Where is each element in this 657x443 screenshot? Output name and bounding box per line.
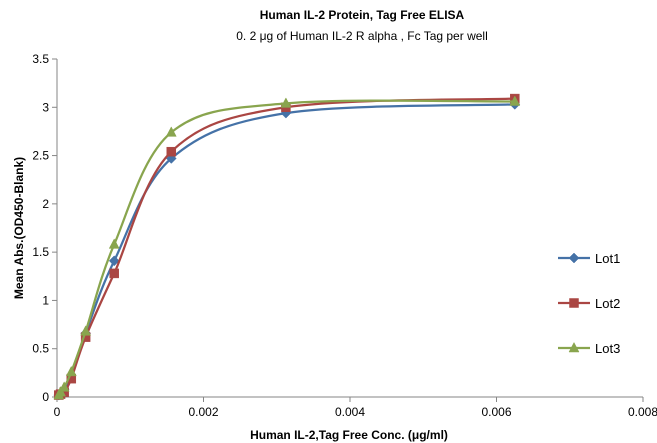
x-tick-label: 0.006 (481, 405, 511, 419)
data-point-lot3 (65, 365, 77, 377)
series-line-lot2 (58, 97, 515, 397)
y-tick-label: 2 (42, 197, 49, 211)
data-point-lot2 (166, 146, 177, 157)
y-tick-label: 0 (42, 390, 49, 404)
data-point-lot3 (509, 95, 521, 106)
legend-marker-lot1 (568, 252, 580, 264)
data-point-lot3 (80, 325, 92, 336)
data-point-lot3 (280, 97, 292, 108)
series-line-lot3 (57, 99, 515, 396)
data-point-lot3 (165, 126, 177, 137)
legend-marker-lot2 (569, 298, 579, 308)
data-point-lot1 (108, 255, 120, 267)
plot-area: 0 0.5 1 1.5 2 2.5 3 3.5 0 0.002 0.004 0.006 0.008 (32, 52, 657, 419)
legend-marker-lot3 (568, 341, 580, 353)
x-tick-label: 0.002 (188, 405, 218, 419)
y-tick-label: 2.5 (32, 149, 49, 163)
x-axis-title: Human IL-2,Tag Free Conc. (μg/ml) (250, 428, 448, 442)
chart-subtitle: 0. 2 μg of Human IL-2 R alpha , Fc Tag p… (236, 29, 487, 43)
series-line-lot1 (57, 103, 515, 396)
y-tick-label: 0.5 (32, 342, 49, 356)
y-tick-label: 1 (42, 293, 49, 307)
legend-label-lot3: Lot3 (595, 341, 620, 356)
x-tick-label: 0.008 (628, 405, 657, 419)
legend: Lot1 Lot2 Lot3 (558, 251, 620, 356)
chart-title: Human IL-2 Protein, Tag Free ELISA (260, 8, 465, 22)
data-point-lot2 (109, 268, 119, 279)
legend-label-lot2: Lot2 (595, 296, 620, 311)
data-point-lot3 (108, 238, 120, 249)
y-tick-label: 3 (42, 100, 49, 114)
y-tick-label: 1.5 (32, 245, 49, 259)
y-tick-label: 3.5 (32, 52, 49, 66)
x-tick-label: 0 (54, 405, 61, 419)
y-axis-title: Mean Abs.(OD450-Blank) (12, 157, 26, 299)
data-point-lot3 (58, 381, 70, 392)
legend-label-lot1: Lot1 (595, 251, 620, 266)
x-tick-label: 0.004 (335, 405, 365, 419)
